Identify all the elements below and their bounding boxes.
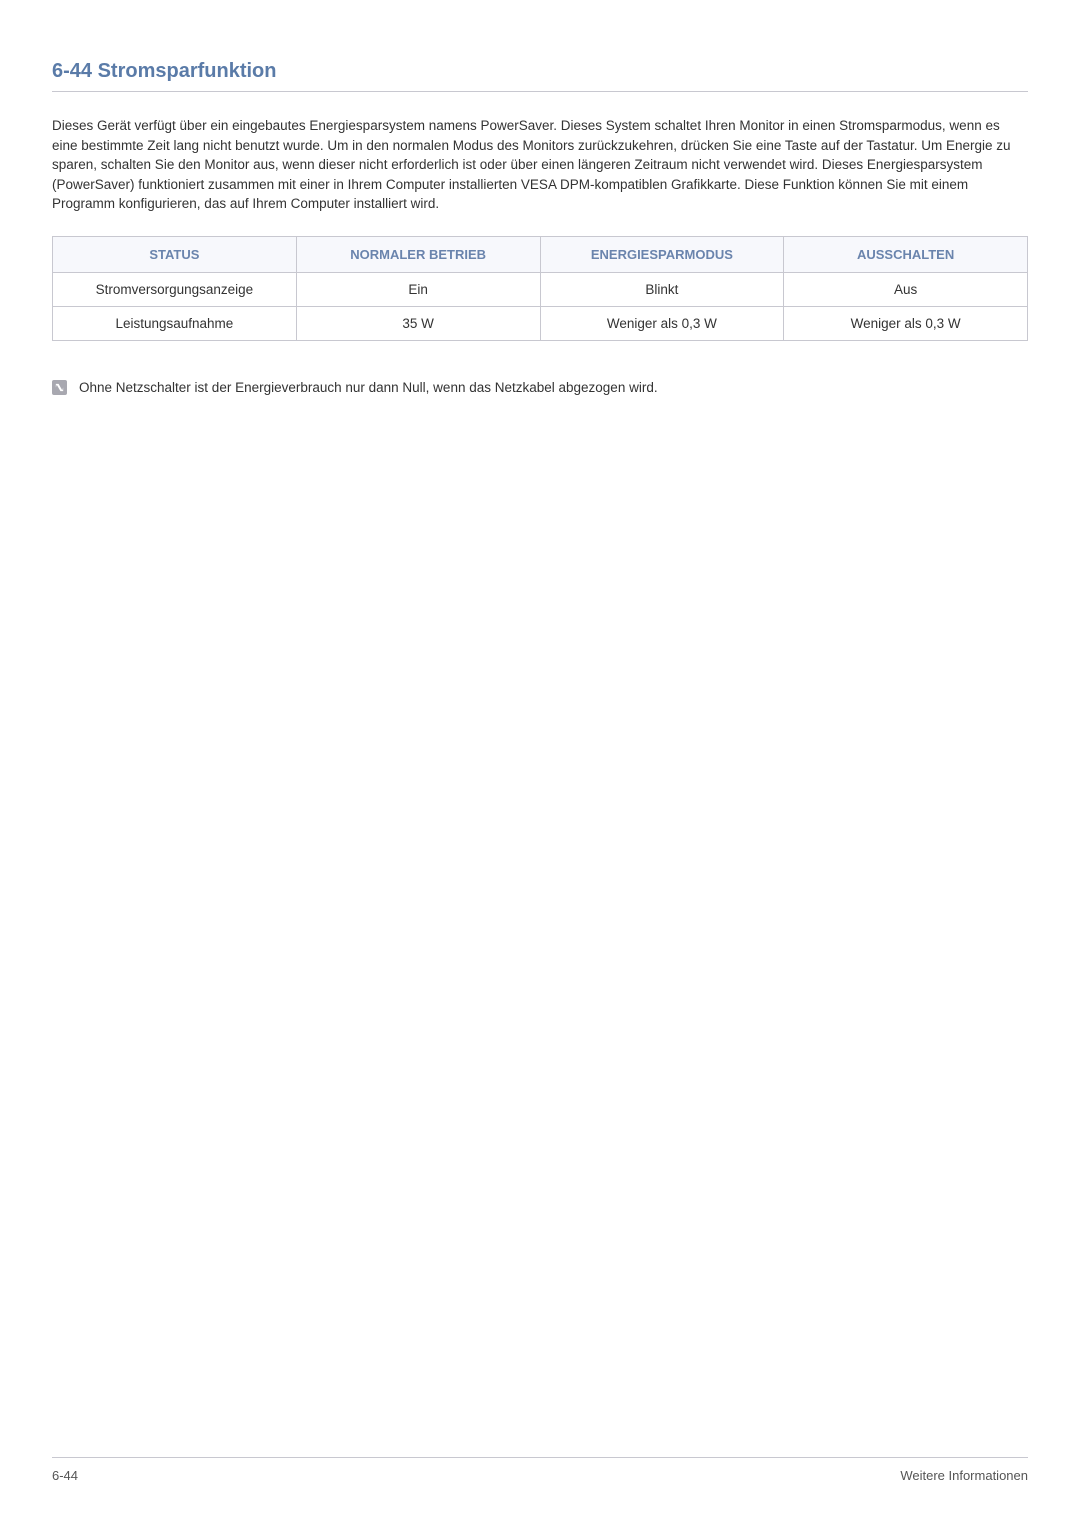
note-icon <box>52 380 67 395</box>
table-header: STATUS <box>53 236 297 272</box>
table-cell: Weniger als 0,3 W <box>784 306 1028 340</box>
table-cell: 35 W <box>296 306 540 340</box>
table-cell: Aus <box>784 272 1028 306</box>
table-cell: Stromversorgungsanzeige <box>53 272 297 306</box>
note-row: Ohne Netzschalter ist der Energieverbrau… <box>52 379 1028 398</box>
footer-page-number: 6-44 <box>52 1468 78 1483</box>
table-header: AUSSCHALTEN <box>784 236 1028 272</box>
power-saving-table: STATUS NORMALER BETRIEB ENERGIESPARMODUS… <box>52 236 1028 341</box>
table-row: Stromversorgungsanzeige Ein Blinkt Aus <box>53 272 1028 306</box>
table-header: ENERGIESPARMODUS <box>540 236 784 272</box>
table-cell: Blinkt <box>540 272 784 306</box>
table-header: NORMALER BETRIEB <box>296 236 540 272</box>
table-cell: Weniger als 0,3 W <box>540 306 784 340</box>
page-footer: 6-44 Weitere Informationen <box>52 1457 1028 1483</box>
note-text: Ohne Netzschalter ist der Energieverbrau… <box>79 379 658 398</box>
footer-section-name: Weitere Informationen <box>900 1468 1028 1483</box>
table-cell: Ein <box>296 272 540 306</box>
intro-paragraph: Dieses Gerät verfügt über ein eingebaute… <box>52 116 1028 214</box>
section-heading: 6-44 Stromsparfunktion <box>52 60 1028 92</box>
table-cell: Leistungsaufnahme <box>53 306 297 340</box>
table-row: Leistungsaufnahme 35 W Weniger als 0,3 W… <box>53 306 1028 340</box>
